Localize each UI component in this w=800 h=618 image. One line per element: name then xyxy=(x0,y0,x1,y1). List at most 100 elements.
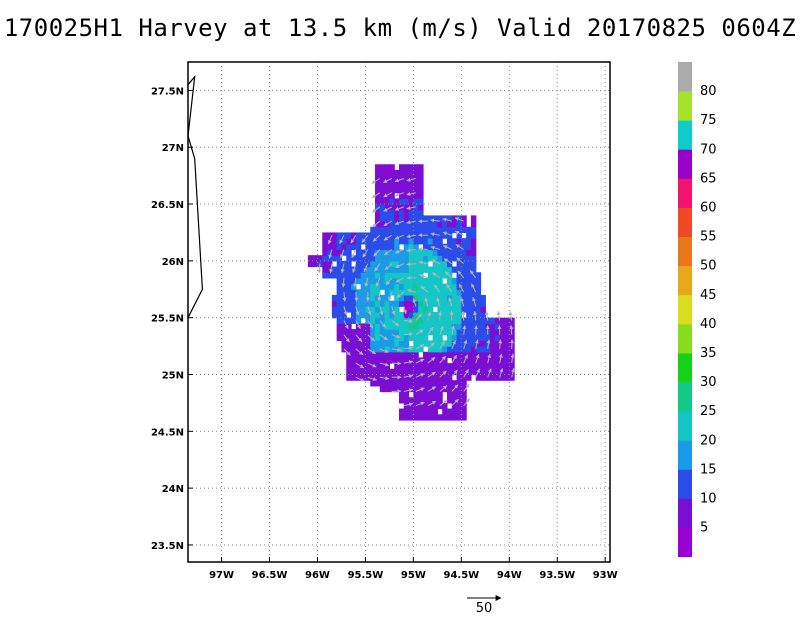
wind-cell xyxy=(370,283,376,290)
wind-cell xyxy=(461,368,467,376)
wind-cell xyxy=(394,243,400,251)
wind-cell xyxy=(331,255,338,262)
wind-cell xyxy=(480,340,486,347)
wind-cell xyxy=(375,329,381,336)
wind-cell xyxy=(461,346,467,353)
wind-cell xyxy=(403,169,410,177)
wind-cell xyxy=(432,226,438,234)
wind-vector xyxy=(355,348,364,356)
x-tick-label: 94W xyxy=(497,570,522,581)
wind-cell xyxy=(422,340,429,347)
wind-cell xyxy=(389,226,395,234)
wind-cell xyxy=(360,351,367,359)
wind-cell xyxy=(427,294,434,302)
wind-cell xyxy=(360,289,367,296)
wind-cell xyxy=(379,329,386,336)
wind-cell xyxy=(399,232,405,239)
wind-cell xyxy=(327,232,333,239)
wind-cell xyxy=(451,226,458,234)
wind-cell xyxy=(336,272,343,279)
wind-cell xyxy=(446,312,453,319)
wind-cell xyxy=(355,243,362,251)
wind-cell xyxy=(451,255,458,262)
wind-cell xyxy=(399,198,405,205)
wind-cell xyxy=(451,243,458,251)
wind-cell xyxy=(475,294,482,302)
wind-cell xyxy=(499,323,506,330)
colorbar-label: 75 xyxy=(700,113,717,128)
wind-cell xyxy=(432,351,438,359)
wind-cell xyxy=(399,380,405,387)
wind-cell xyxy=(437,334,443,342)
colorbar-label: 35 xyxy=(700,346,717,361)
wind-cell xyxy=(427,323,434,330)
wind-cell xyxy=(355,277,362,285)
wind-cell xyxy=(418,169,424,177)
wind-cell xyxy=(384,385,391,393)
wind-cell xyxy=(427,255,434,262)
wind-cell xyxy=(394,226,400,234)
wind-vector xyxy=(475,353,480,364)
wind-cell xyxy=(418,266,424,273)
wind-vector xyxy=(487,353,492,364)
wind-cell xyxy=(346,317,352,324)
wind-cell xyxy=(456,357,462,364)
wind-cell xyxy=(389,198,395,205)
wind-cell xyxy=(394,238,400,245)
wind-vector xyxy=(463,383,470,392)
wind-cell xyxy=(351,340,357,347)
wind-cell xyxy=(442,221,448,228)
y-tick-label: 24N xyxy=(162,484,184,495)
wind-cell xyxy=(389,255,395,262)
wind-cell xyxy=(375,198,381,205)
wind-cell xyxy=(351,272,357,279)
wind-cell xyxy=(331,312,338,319)
wind-cell xyxy=(355,368,362,376)
wind-cell xyxy=(375,300,381,307)
wind-cell xyxy=(403,226,410,234)
wind-cell xyxy=(456,294,462,302)
wind-cell xyxy=(437,283,443,290)
wind-cell xyxy=(432,277,438,285)
colorbar-segment xyxy=(678,498,692,528)
wind-cell xyxy=(418,317,424,324)
wind-cell xyxy=(451,346,458,353)
wind-cell xyxy=(413,272,419,279)
wind-cell xyxy=(360,312,367,319)
wind-cell xyxy=(355,255,362,262)
wind-cell xyxy=(432,300,438,307)
wind-cell xyxy=(355,232,362,239)
wind-cell xyxy=(422,323,429,330)
wind-cell xyxy=(475,329,482,336)
wind-vector xyxy=(379,348,389,353)
wind-cell xyxy=(451,306,458,313)
wind-cell xyxy=(461,351,467,359)
wind-cell xyxy=(403,374,410,381)
wind-cell xyxy=(466,255,472,262)
wind-cell xyxy=(351,294,357,302)
wind-cell xyxy=(418,294,424,302)
wind-cell xyxy=(375,238,381,245)
wind-cell xyxy=(494,357,501,364)
wind-vector xyxy=(361,234,369,243)
wind-cell xyxy=(394,323,400,330)
wind-vector xyxy=(431,272,441,279)
wind-cell xyxy=(437,277,443,285)
wind-cell xyxy=(422,374,429,381)
wind-cell xyxy=(375,181,381,188)
wind-cell xyxy=(351,243,357,251)
wind-vector xyxy=(418,273,428,279)
wind-cell xyxy=(389,243,395,251)
wind-vector xyxy=(403,318,413,323)
wind-cell xyxy=(408,300,414,307)
wind-vector xyxy=(379,376,390,381)
plot-frame xyxy=(187,61,611,563)
wind-cell xyxy=(399,289,405,296)
wind-cell xyxy=(418,204,424,211)
wind-cell xyxy=(422,226,429,234)
wind-vector xyxy=(433,284,441,293)
wind-cell xyxy=(355,340,362,347)
wind-cell xyxy=(384,209,391,217)
wind-vector xyxy=(473,310,478,321)
wind-cell xyxy=(379,243,386,251)
